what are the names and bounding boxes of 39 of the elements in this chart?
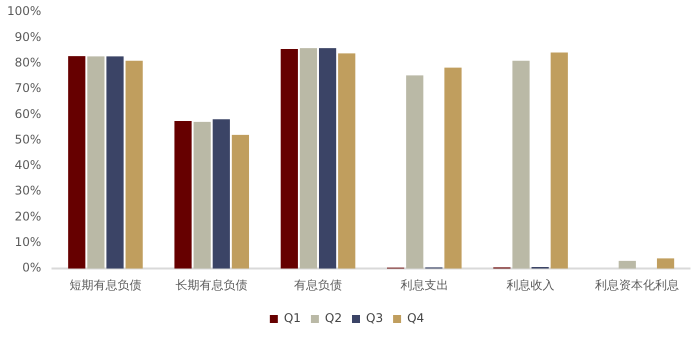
bar	[174, 121, 192, 269]
y-tick-label: 40%	[14, 158, 42, 172]
y-tick-label: 70%	[14, 81, 42, 96]
x-tick-label: 长期有息负债	[176, 278, 248, 292]
bar	[194, 122, 211, 269]
y-tick-label: 20%	[14, 209, 42, 224]
bar	[106, 56, 124, 269]
bar	[280, 48, 298, 269]
legend-label: Q3	[366, 311, 384, 326]
bar	[444, 68, 462, 269]
bar	[550, 52, 568, 269]
y-tick-label: 100%	[6, 4, 42, 18]
bar	[212, 119, 230, 269]
bar	[126, 60, 143, 269]
y-tick-label: 80%	[14, 55, 42, 70]
y-tick-label: 50%	[14, 132, 42, 146]
bar	[656, 258, 674, 269]
y-tick-label: 30%	[14, 184, 42, 198]
bar	[318, 48, 336, 269]
legend-label: Q1	[284, 311, 301, 326]
y-tick-label: 10%	[14, 235, 42, 250]
bar	[406, 75, 424, 269]
x-tick-label: 短期有息负债	[69, 278, 142, 292]
legend-label: Q4	[407, 311, 424, 326]
bar	[232, 134, 250, 269]
y-tick-label: 60%	[14, 106, 42, 121]
bar	[300, 48, 318, 269]
bar	[512, 60, 530, 269]
x-tick-label: 利息资本化利息	[594, 278, 679, 292]
y-tick-label: 90%	[14, 30, 42, 44]
bar	[68, 56, 86, 269]
x-tick-label: 利息支出	[400, 278, 448, 292]
legend-label: Q2	[324, 311, 342, 326]
bar	[87, 56, 104, 269]
x-tick-label: 有息负债	[294, 278, 342, 292]
bar	[618, 260, 636, 269]
bar	[338, 53, 356, 269]
y-tick-label: 0%	[22, 260, 42, 275]
x-tick-label: 利息收入	[506, 278, 555, 292]
